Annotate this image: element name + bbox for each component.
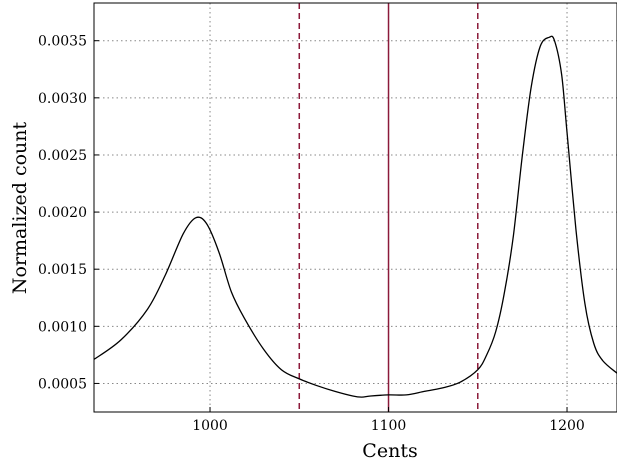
x-tick-label: 1200 xyxy=(549,418,585,434)
y-tick-label: 0.0005 xyxy=(38,376,87,392)
y-tick-label: 0.0015 xyxy=(38,262,87,278)
y-tick-label: 0.0010 xyxy=(38,319,87,335)
reference-lines xyxy=(298,3,479,412)
y-tick-label: 0.0025 xyxy=(38,148,87,164)
series-line xyxy=(93,35,617,398)
grid xyxy=(94,3,617,412)
y-tick-label: 0.0020 xyxy=(38,205,87,221)
y-tick-label: 0.0030 xyxy=(38,91,87,107)
plot-frame xyxy=(93,2,617,413)
series-layer xyxy=(93,35,617,398)
x-axis-label: Cents xyxy=(362,440,417,462)
y-axis-ticks: 0.0005 0.0010 0.0015 0.0020 0.0025 0.0030 0.00… xyxy=(38,34,99,392)
x-tick-label: 1000 xyxy=(192,418,228,434)
y-axis-label: Normalized count xyxy=(9,121,31,294)
x-tick-label: 1100 xyxy=(371,418,407,434)
x-axis-ticks: 1000 1100 1200 xyxy=(192,407,585,434)
y-tick-label: 0.0035 xyxy=(38,34,87,50)
